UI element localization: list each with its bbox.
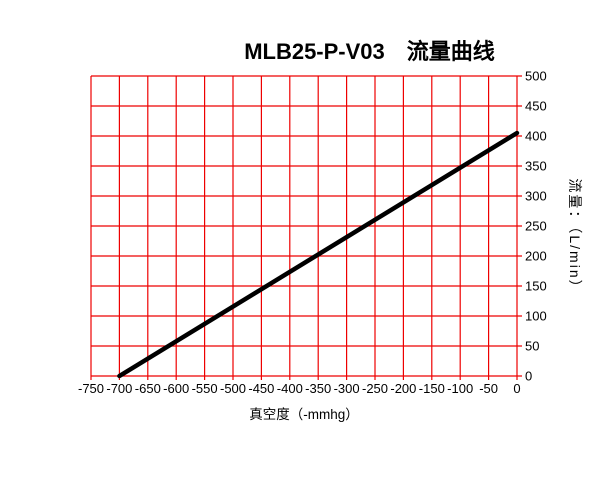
x-tick-label: -550 <box>192 381 218 396</box>
y-tick-label: 350 <box>525 159 547 174</box>
x-tick-label: -200 <box>390 381 416 396</box>
y-tick-label: 0 <box>525 369 532 384</box>
x-tick-label: -250 <box>362 381 388 396</box>
y-tick-label: 100 <box>525 309 547 324</box>
x-tick-label: -150 <box>419 381 445 396</box>
x-tick-label: -650 <box>135 381 161 396</box>
y-tick-label: 150 <box>525 279 547 294</box>
x-tick-label: -350 <box>305 381 331 396</box>
x-tick-label: -450 <box>248 381 274 396</box>
x-axis-title: 真空度（-mmhg） <box>249 407 359 422</box>
x-tick-label: -400 <box>277 381 303 396</box>
y-tick-label: 50 <box>525 339 539 354</box>
y-tick-label: 450 <box>525 99 547 114</box>
x-tick-label: -500 <box>220 381 246 396</box>
y-tick-label: 400 <box>525 129 547 144</box>
y-tick-label: 500 <box>525 69 547 84</box>
y-tick-label: 300 <box>525 189 547 204</box>
chart-title: MLB25-P-V03 流量曲线 <box>244 39 495 64</box>
x-tick-label: -750 <box>78 381 104 396</box>
x-tick-label: -300 <box>334 381 360 396</box>
y-tick-label: 200 <box>525 249 547 264</box>
x-tick-label: 0 <box>513 381 520 396</box>
x-tick-label: -50 <box>479 381 498 396</box>
flow-curve-line <box>117 130 520 379</box>
x-tick-label: -700 <box>106 381 132 396</box>
y-axis-title: 流量：（L/min） <box>567 178 583 296</box>
x-tick-label: -100 <box>447 381 473 396</box>
x-tick-label: -600 <box>163 381 189 396</box>
y-tick-label: 250 <box>525 219 547 234</box>
